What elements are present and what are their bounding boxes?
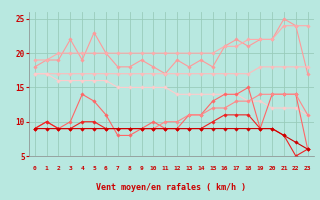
X-axis label: Vent moyen/en rafales ( km/h ): Vent moyen/en rafales ( km/h ) <box>96 183 246 192</box>
